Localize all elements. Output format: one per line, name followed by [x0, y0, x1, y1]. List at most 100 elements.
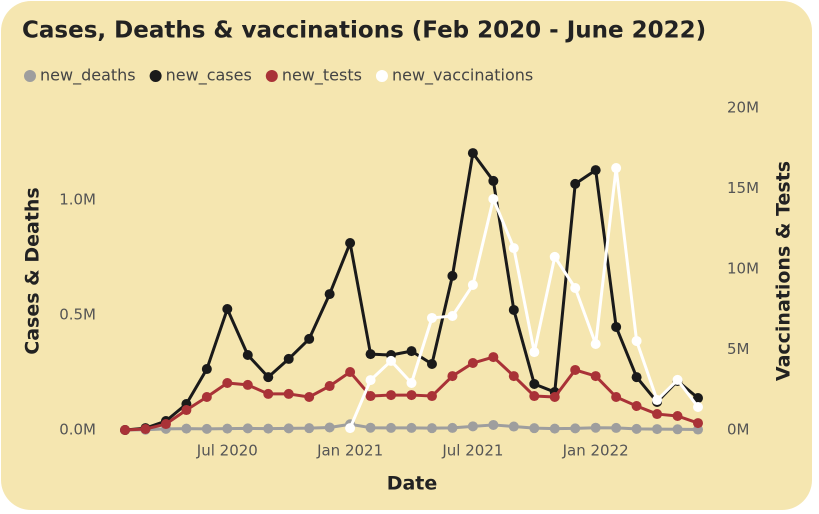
data-point: [160, 419, 171, 430]
data-point: [447, 422, 458, 433]
legend-marker: [24, 70, 36, 82]
data-point: [488, 419, 499, 430]
data-point: [365, 349, 376, 360]
data-point: [304, 423, 315, 434]
data-point: [570, 178, 581, 189]
legend-label: new_deaths: [40, 66, 136, 86]
series-line: [348, 166, 700, 429]
data-point: [529, 423, 540, 434]
data-point: [242, 350, 253, 361]
data-point: [631, 372, 642, 383]
x-tick-label: Jan 2022: [562, 442, 629, 460]
data-point: [447, 311, 458, 322]
data-point: [263, 388, 274, 399]
y-tick-label: 0.5M: [59, 306, 96, 324]
data-point: [488, 193, 499, 204]
data-point: [426, 391, 437, 402]
data-point: [447, 371, 458, 382]
data-point: [324, 289, 335, 300]
data-point: [324, 381, 335, 392]
data-point: [693, 393, 703, 404]
legend-label: new_tests: [282, 66, 362, 86]
data-point: [611, 163, 622, 174]
data-point: [570, 423, 581, 434]
data-point: [611, 422, 622, 433]
y-axis-title: Cases & Deaths: [22, 187, 44, 354]
data-point: [406, 346, 417, 357]
data-point: [652, 424, 663, 435]
data-point: [283, 353, 294, 364]
data-point: [140, 424, 151, 435]
data-point: [283, 388, 294, 399]
data-point: [120, 425, 130, 435]
data-point: [549, 251, 560, 262]
y2-axis-title: Vaccinations & Tests: [773, 161, 795, 381]
data-point: [222, 423, 233, 434]
data-point: [386, 422, 397, 433]
data-point: [324, 422, 335, 433]
data-point: [508, 371, 519, 382]
data-point: [672, 374, 683, 385]
data-point: [693, 401, 703, 412]
legend-marker: [149, 70, 162, 82]
data-point: [365, 391, 376, 402]
data-point: [242, 379, 253, 390]
x-tick-label: Jul 2021: [441, 442, 503, 460]
data-point: [631, 401, 642, 412]
data-point: [426, 423, 437, 434]
data-point: [406, 377, 417, 388]
data-point: [181, 405, 192, 416]
data-point: [304, 391, 315, 402]
data-point: [345, 423, 356, 434]
y2-tick-label: 0M: [727, 421, 750, 439]
legend-label: new_vaccinations: [392, 66, 533, 86]
data-point: [467, 279, 478, 290]
data-point: [590, 165, 601, 176]
legend-marker: [265, 70, 278, 82]
data-point: [222, 377, 233, 388]
data-point: [529, 379, 540, 389]
data-point: [549, 391, 560, 402]
y2-tick-label: 5M: [727, 340, 750, 358]
data-point: [508, 243, 519, 254]
y2-tick-label: 10M: [727, 260, 759, 278]
data-point: [488, 352, 499, 363]
data-point: [590, 422, 601, 433]
data-point: [570, 364, 581, 375]
data-point: [242, 423, 253, 434]
legend-label: new_cases: [166, 66, 252, 86]
data-point: [631, 423, 642, 434]
data-point: [590, 371, 601, 382]
data-point: [672, 424, 683, 435]
data-point: [201, 423, 212, 434]
data-point: [263, 372, 274, 383]
data-point: [283, 423, 294, 434]
legend-marker: [375, 70, 388, 82]
x-tick-label: Jan 2021: [316, 442, 383, 460]
data-point: [590, 339, 601, 350]
data-point: [345, 367, 356, 378]
data-point: [529, 347, 540, 358]
y2-tick-label: 15M: [727, 179, 759, 197]
data-point: [611, 321, 622, 332]
data-point: [488, 175, 499, 186]
data-point: [386, 355, 397, 366]
data-point: [631, 335, 642, 346]
data-point: [508, 421, 519, 432]
data-point: [467, 358, 478, 369]
y-tick-label: 1.0M: [59, 191, 96, 209]
data-point: [345, 238, 356, 249]
data-point: [508, 304, 519, 315]
data-point: [263, 423, 274, 434]
data-point: [304, 333, 315, 344]
x-axis-title: Date: [387, 473, 438, 495]
data-point: [222, 304, 233, 315]
x-tick-label: Jul 2020: [196, 442, 258, 460]
data-point: [406, 422, 417, 433]
data-point: [611, 391, 622, 402]
data-point: [201, 364, 212, 375]
data-point: [467, 148, 478, 159]
data-point: [672, 410, 683, 421]
